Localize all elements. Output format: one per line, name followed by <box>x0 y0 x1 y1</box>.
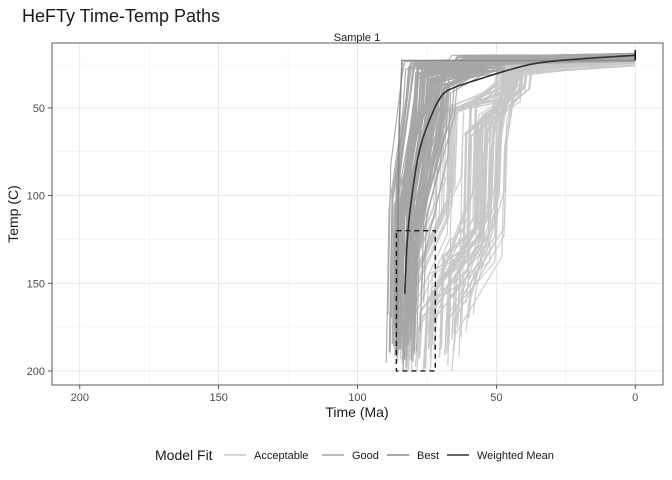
acceptable-path <box>445 58 636 354</box>
y-axis-label: Temp (C) <box>5 185 21 243</box>
good-path <box>406 54 636 338</box>
good-path <box>412 56 636 319</box>
good-path <box>392 52 636 328</box>
panel-subtitle: Sample 1 <box>334 32 380 44</box>
x-tick-label: 150 <box>209 392 227 404</box>
y-tick-label: 200 <box>27 366 45 378</box>
x-tick-label: 200 <box>71 392 89 404</box>
good-path <box>392 52 636 347</box>
series-layer <box>385 50 637 372</box>
legend-label-best: Best <box>417 450 439 462</box>
good-path <box>387 54 636 315</box>
axis-ticks: 200 150 100 50 0 50 100 150 200 <box>27 103 639 404</box>
acceptable-path <box>425 60 636 337</box>
good-path <box>396 54 636 323</box>
legend: Model Fit Acceptable Good Best Weighted Mea… <box>155 447 554 463</box>
good-path <box>415 58 636 315</box>
y-tick-label: 50 <box>33 103 45 115</box>
acceptable-path <box>460 57 636 313</box>
legend-title: Model Fit <box>155 447 213 463</box>
x-tick-label: 0 <box>632 392 638 404</box>
legend-label-weighted-mean: Weighted Mean <box>477 450 554 462</box>
x-tick-label: 50 <box>490 392 502 404</box>
y-tick-label: 150 <box>27 278 45 290</box>
chart-title: HeFTy Time-Temp Paths <box>22 6 220 26</box>
good-path <box>401 54 636 326</box>
x-axis-label: Time (Ma) <box>325 404 388 420</box>
weighted-mean-line <box>403 54 636 294</box>
best-path <box>395 59 636 354</box>
y-tick-label: 100 <box>27 191 45 203</box>
x-tick-label: 100 <box>348 392 366 404</box>
acceptable-path <box>465 60 636 332</box>
constraint-box <box>395 229 436 372</box>
legend-label-acceptable: Acceptable <box>254 450 308 462</box>
grid <box>52 43 663 385</box>
legend-label-good: Good <box>352 450 379 462</box>
